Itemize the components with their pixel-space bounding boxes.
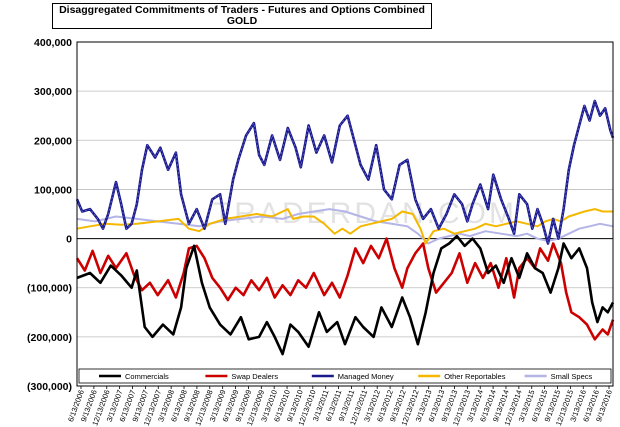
y-tick-label: (100,000): [27, 283, 72, 295]
legend-label: Managed Money: [338, 372, 394, 381]
legend-label: Small Specs: [551, 372, 593, 381]
y-tick-label: 200,000: [34, 135, 72, 147]
y-tick-label: 400,000: [34, 37, 72, 49]
y-tick-label: (200,000): [27, 332, 72, 344]
series-line-other-reportables: [76, 208, 613, 245]
y-tick-label: 100,000: [34, 184, 72, 196]
chart-subtitle: GOLD: [226, 15, 258, 27]
chart-title-box: Disaggregated Commitments of Traders - F…: [52, 3, 432, 29]
y-tick-label: 300,000: [34, 86, 72, 98]
y-tick-label: (300,000): [27, 381, 72, 393]
plot-border: [76, 41, 614, 387]
legend-label: Swap Dealers: [231, 372, 278, 381]
legend-label: Commercials: [125, 372, 169, 381]
chart-title: Disaggregated Commitments of Traders - F…: [59, 4, 425, 16]
series-line-swap-dealers: [75, 237, 615, 341]
legend-box: [78, 368, 612, 384]
series-line-commercials: [76, 234, 615, 356]
y-tick-label: 0: [66, 234, 72, 246]
legend-label: Other Reportables: [444, 372, 506, 381]
series-line-managed-money: [75, 99, 615, 245]
